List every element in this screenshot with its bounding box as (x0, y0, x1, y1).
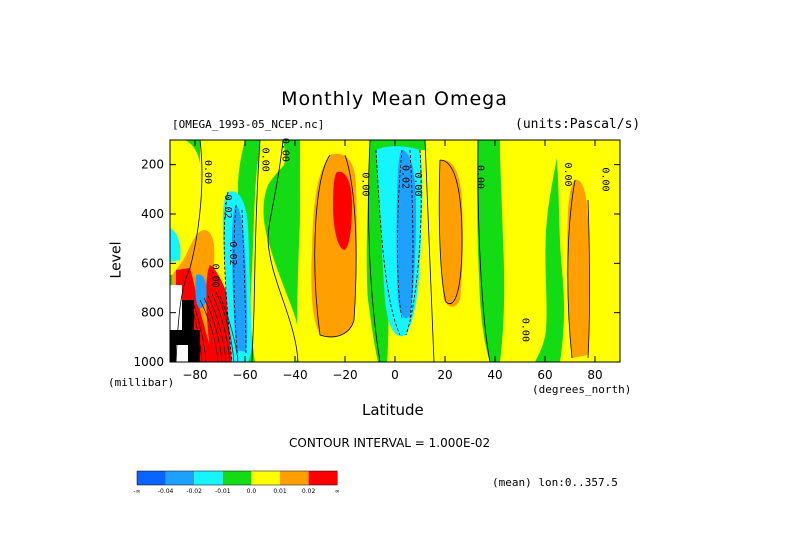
x-tick-label: −60 (232, 368, 257, 382)
colorbar-swatch (308, 471, 338, 485)
colorbar-swatch (280, 471, 309, 485)
contour-value-label: 0.00 (360, 172, 371, 196)
contour-value-label: 0.00 (475, 165, 486, 189)
x-tick-label: 60 (537, 368, 552, 382)
contour-value-label: 0.02 (400, 165, 411, 189)
mean-longitude-note: (mean) lon:0..357.5 (492, 476, 618, 489)
colorbar-label: -0.01 (215, 488, 231, 495)
colorbar-label: ∞ (335, 488, 340, 495)
y-tick-label: 600 (141, 256, 164, 270)
x-tick-label: −40 (282, 368, 307, 382)
contour-value-label: 0.02 (222, 195, 233, 219)
contour-value-label: 0.00 (210, 264, 221, 288)
contour-lines (175, 140, 590, 362)
y-tick-label: 400 (141, 207, 164, 221)
colorbar-label: 0.0 (247, 488, 257, 495)
contour-value-label: 0.00 (202, 160, 213, 184)
x-tick-label: −20 (332, 368, 357, 382)
x-tick-label: −80 (182, 368, 207, 382)
contour-value-label: 0.00 (280, 138, 291, 162)
y-tick-label: 1000 (133, 355, 164, 369)
colorbar-frame (136, 470, 338, 486)
x-axis-unit: (degrees_north) (532, 383, 632, 396)
x-tick-label: 40 (487, 368, 502, 382)
contour-value-label: 0.00 (412, 172, 423, 196)
colorbar-swatch (222, 471, 252, 485)
colorbar-swatch (194, 471, 223, 485)
x-tick-label: 0 (391, 368, 399, 382)
colorbar: -∞ -0.04 -0.02 -0.01 0.0 0.01 0.02 ∞ (133, 470, 340, 495)
y-axis-unit: (millibar) (108, 376, 175, 389)
axes-layer: −80 −60 −40 −20 0 20 40 60 80 200 400 600 800 1000 (133, 140, 620, 382)
contour-value-label: 0.02 (227, 241, 238, 265)
chart-title: Monthly Mean Omega (281, 88, 508, 110)
colorbar-label: -0.04 (158, 488, 174, 495)
contour-value-label: 0.00 (600, 167, 611, 191)
colorbar-label: -∞ (133, 488, 140, 495)
contour-lines-negative (223, 149, 422, 362)
contour-interval-note: CONTOUR INTERVAL = 1.000E-02 (289, 436, 491, 450)
y-tick-label: 200 (141, 158, 164, 172)
dataset-label: [OMEGA_1993-05_NCEP.nc] (172, 118, 325, 131)
x-tick-label: 20 (437, 368, 452, 382)
y-tick-label: 800 (141, 306, 164, 320)
contour-value-label: 0.00 (520, 318, 531, 342)
contour-fill-layer (170, 140, 620, 362)
x-tick-label: 80 (587, 368, 602, 382)
colorbar-swatch (251, 471, 280, 485)
contour-value-label: 0.00 (260, 148, 271, 172)
contour-lines-dense (189, 291, 239, 362)
contour-label-layer: 0.000.00 0.000.020.020.00 0.02 0.00 0.000.00… (202, 138, 611, 342)
colorbar-label: 0.02 (302, 488, 316, 495)
colorbar-label: -0.02 (186, 488, 202, 495)
contour-value-label: 0.00 (562, 162, 573, 186)
colorbar-swatch (165, 471, 195, 485)
contour-regions-blue (170, 146, 423, 362)
colorbar-label: 0.01 (273, 488, 287, 495)
units-label: (units:Pascal/s) (515, 117, 641, 132)
x-axis-label: Latitude (362, 401, 424, 419)
colorbar-swatch (137, 471, 166, 485)
